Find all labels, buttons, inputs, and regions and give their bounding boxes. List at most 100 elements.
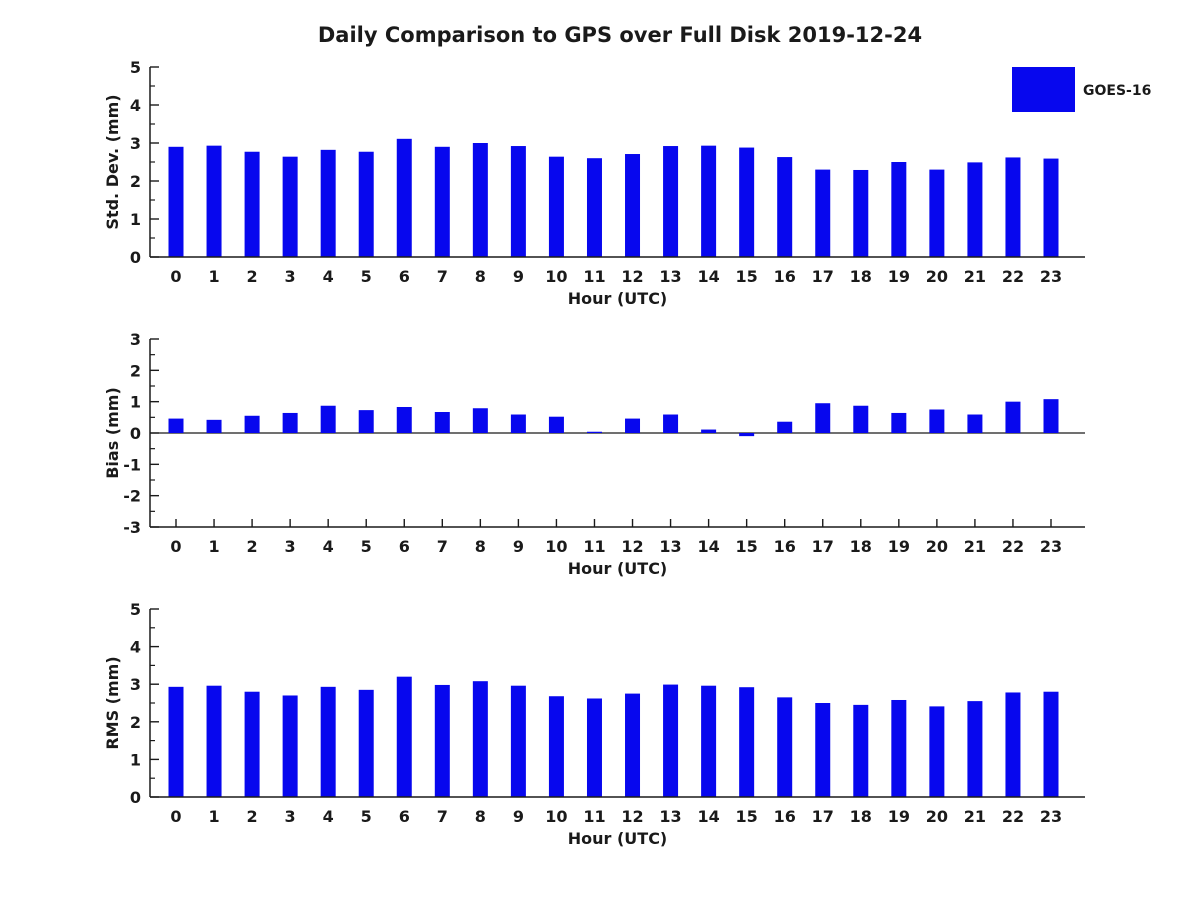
bar-hour-17 (815, 169, 831, 257)
x-tick-label: 7 (437, 267, 448, 286)
y-tick-label: 3 (130, 330, 141, 349)
x-tick-label: 9 (513, 537, 524, 556)
bar-hour-6 (396, 676, 412, 797)
y-tick-label: 0 (130, 248, 141, 267)
x-tick-label: 17 (812, 537, 834, 556)
bar-hour-16 (777, 697, 793, 797)
x-tick-label: 17 (812, 807, 834, 826)
x-tick-label: 10 (545, 807, 567, 826)
x-tick-label: 23 (1040, 807, 1062, 826)
bar-hour-15 (739, 433, 755, 437)
x-tick-label: 19 (888, 267, 910, 286)
x-tick-label: 13 (659, 537, 681, 556)
x-tick-label: 3 (285, 807, 296, 826)
x-tick-label: 22 (1002, 807, 1024, 826)
y-axis-title: Bias (mm) (103, 387, 122, 479)
bar-hour-1 (206, 145, 222, 257)
y-tick-label: 5 (130, 58, 141, 77)
x-tick-label: 13 (659, 267, 681, 286)
x-axis-title: Hour (UTC) (568, 829, 668, 848)
x-tick-label: 22 (1002, 537, 1024, 556)
y-tick-label: 0 (130, 424, 141, 443)
bar-hour-2 (244, 151, 260, 257)
bar-hour-9 (510, 146, 526, 257)
x-tick-label: 15 (736, 537, 758, 556)
x-tick-label: 21 (964, 537, 986, 556)
x-tick-label: 2 (247, 537, 258, 556)
x-tick-label: 16 (774, 537, 796, 556)
bar-hour-4 (320, 149, 336, 257)
bar-hour-0 (168, 686, 184, 797)
x-tick-label: 18 (850, 537, 872, 556)
bar-hour-5 (358, 410, 374, 433)
x-tick-label: 11 (583, 267, 605, 286)
x-tick-label: 1 (208, 537, 219, 556)
bar-hour-11 (586, 431, 602, 433)
x-tick-label: 16 (774, 807, 796, 826)
x-tick-label: 7 (437, 537, 448, 556)
x-tick-label: 23 (1040, 267, 1062, 286)
bar-hour-8 (472, 143, 488, 257)
bar-hour-15 (739, 687, 755, 797)
bar-hour-6 (396, 138, 412, 257)
bar-hour-6 (396, 406, 412, 433)
x-tick-label: 9 (513, 267, 524, 286)
bar-hour-14 (701, 429, 717, 433)
x-tick-label: 17 (812, 267, 834, 286)
bar-hour-14 (701, 685, 717, 797)
y-tick-label: 4 (130, 638, 141, 657)
x-tick-label: 18 (850, 267, 872, 286)
x-tick-label: 21 (964, 807, 986, 826)
bar-hour-21 (967, 414, 983, 433)
bar-hour-17 (815, 703, 831, 797)
y-tick-label: 4 (130, 96, 141, 115)
y-tick-label: 3 (130, 675, 141, 694)
bar-hour-16 (777, 421, 793, 433)
bar-hour-13 (663, 146, 679, 257)
x-tick-label: 10 (545, 537, 567, 556)
bar-hour-11 (586, 158, 602, 257)
bar-hour-21 (967, 701, 983, 797)
bar-hour-0 (168, 146, 184, 257)
x-tick-label: 12 (621, 267, 643, 286)
bar-hour-9 (510, 414, 526, 433)
bar-hour-19 (891, 412, 907, 433)
x-tick-label: 1 (208, 267, 219, 286)
bar-hour-7 (434, 146, 450, 257)
x-tick-label: 3 (285, 537, 296, 556)
bar-hour-3 (282, 695, 298, 797)
x-tick-label: 0 (170, 267, 181, 286)
bar-hour-7 (434, 412, 450, 433)
bar-hour-3 (282, 156, 298, 257)
bar-hour-20 (929, 169, 945, 257)
bar-hour-18 (853, 169, 869, 257)
legend-swatch (1012, 67, 1075, 112)
x-tick-label: 12 (621, 537, 643, 556)
y-tick-label: -2 (123, 487, 141, 506)
x-tick-label: 6 (399, 537, 410, 556)
y-tick-label: -3 (123, 518, 141, 537)
bar-hour-5 (358, 151, 374, 257)
bar-hour-1 (206, 419, 222, 433)
y-tick-label: -1 (123, 455, 141, 474)
x-tick-label: 1 (208, 807, 219, 826)
x-tick-label: 15 (736, 807, 758, 826)
y-tick-label: 2 (130, 713, 141, 732)
y-tick-label: 1 (130, 750, 141, 769)
figure-title: Daily Comparison to GPS over Full Disk 2… (318, 23, 922, 47)
x-tick-label: 14 (697, 267, 719, 286)
x-tick-label: 22 (1002, 267, 1024, 286)
x-tick-label: 15 (736, 267, 758, 286)
bar-hour-4 (320, 686, 336, 797)
x-tick-label: 11 (583, 537, 605, 556)
x-tick-label: 8 (475, 537, 486, 556)
y-axis-title: RMS (mm) (103, 656, 122, 749)
bar-hour-12 (625, 418, 641, 433)
bar-hour-18 (853, 405, 869, 433)
x-tick-label: 0 (170, 807, 181, 826)
x-tick-label: 21 (964, 267, 986, 286)
x-tick-label: 13 (659, 807, 681, 826)
x-axis-title: Hour (UTC) (568, 289, 668, 308)
x-tick-label: 5 (361, 807, 372, 826)
